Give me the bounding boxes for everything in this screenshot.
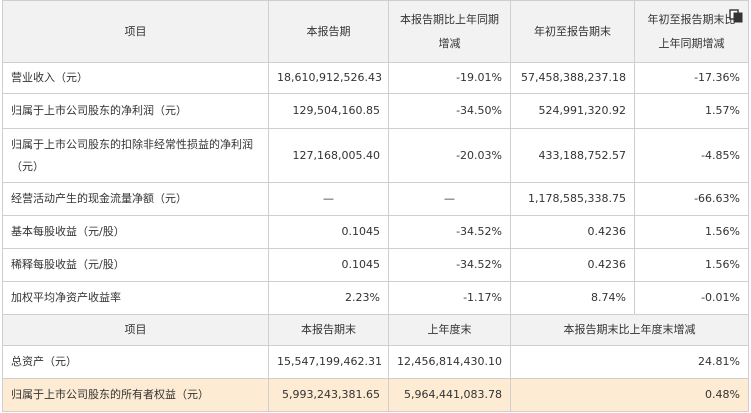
row-item: 稀释每股收益（元/股）	[2, 248, 269, 282]
row-item: 归属于上市公司股东的净利润（元）	[2, 93, 269, 129]
table-header-row-2: 项目 本报告期末 上年度末 本报告期末比上年度末增减	[2, 314, 749, 346]
row-change: -34.52%	[388, 215, 511, 249]
row-item: 基本每股收益（元/股）	[2, 215, 269, 249]
row2-period-end: 5,993,243,381.65	[268, 378, 389, 412]
row2-last-year-end: 5,964,441,083.78	[388, 378, 511, 412]
header-change-line2: 增减	[438, 36, 461, 50]
row2-last-year-end: 12,456,814,430.10	[388, 345, 511, 379]
header-ytd-change-line1: 年初至报告期末比	[647, 12, 736, 26]
row-period: 127,168,005.40	[268, 128, 389, 183]
row-change: -19.01%	[388, 62, 511, 94]
table-row: 经营活动产生的现金流量净额（元） — — 1,178,585,338.75 -6…	[2, 182, 749, 216]
header2-last-year-end: 上年度末	[388, 314, 511, 346]
header2-change: 本报告期末比上年度末增减	[510, 314, 749, 346]
header2-period-end: 本报告期末	[268, 314, 389, 346]
row-change: -34.50%	[388, 93, 511, 129]
row-ytd-change: -17.36%	[634, 62, 749, 94]
row2-period-end: 15,547,199,462.31	[268, 345, 389, 379]
row-period: 0.1045	[268, 248, 389, 282]
row-ytd-change: -4.85%	[634, 128, 749, 183]
row-ytd: 0.4236	[510, 215, 635, 249]
table-row: 归属于上市公司股东的净利润（元） 129,504,160.85 -34.50% …	[2, 93, 749, 129]
row-ytd: 57,458,388,237.18	[510, 62, 635, 94]
row-ytd-change: 1.56%	[634, 215, 749, 249]
row-ytd: 1,178,585,338.75	[510, 182, 635, 216]
row-change: -34.52%	[388, 248, 511, 282]
row-change: -1.17%	[388, 281, 511, 315]
table-row: 稀释每股收益（元/股） 0.1045 -34.52% 0.4236 1.56%	[2, 248, 749, 282]
header-change-line1: 本报告期比上年同期	[400, 12, 499, 26]
row-ytd-change: 1.56%	[634, 248, 749, 282]
row-item: 营业收入（元）	[2, 62, 269, 94]
row2-change: 0.48%	[510, 378, 749, 412]
row-item: 加权平均净资产收益率	[2, 281, 269, 315]
header-period: 本报告期	[268, 0, 389, 63]
row-period: 2.23%	[268, 281, 389, 315]
row-period: 18,610,912,526.43	[268, 62, 389, 94]
row-change: —	[388, 182, 511, 216]
table-row: 基本每股收益（元/股） 0.1045 -34.52% 0.4236 1.56%	[2, 215, 749, 249]
row2-item: 归属于上市公司股东的所有者权益（元）	[2, 378, 269, 412]
table-row: 营业收入（元） 18,610,912,526.43 -19.01% 57,458…	[2, 62, 749, 94]
copy-icon[interactable]	[729, 9, 743, 23]
row-ytd-change: 1.57%	[634, 93, 749, 129]
row-change: -20.03%	[388, 128, 511, 183]
header-item: 项目	[2, 0, 269, 63]
table-row: 归属于上市公司股东的扣除非经常性损益的净利润（元） 127,168,005.40…	[2, 128, 749, 183]
header-change: 本报告期比上年同期 增减	[388, 0, 511, 63]
row-item: 经营活动产生的现金流量净额（元）	[2, 182, 269, 216]
header-ytd: 年初至报告期末	[510, 0, 635, 63]
table-row: 加权平均净资产收益率 2.23% -1.17% 8.74% -0.01%	[2, 281, 749, 315]
row-period: 0.1045	[268, 215, 389, 249]
header2-item: 项目	[2, 314, 269, 346]
row-period: 129,504,160.85	[268, 93, 389, 129]
table-header-row: 项目 本报告期 本报告期比上年同期 增减 年初至报告期末 年初至报告期末比 上年…	[2, 0, 749, 63]
row-period: —	[268, 182, 389, 216]
header-ytd-change-line2: 上年同期增减	[658, 36, 725, 50]
row-item: 归属于上市公司股东的扣除非经常性损益的净利润（元）	[2, 128, 269, 183]
row-ytd: 0.4236	[510, 248, 635, 282]
row2-change: 24.81%	[510, 345, 749, 379]
row2-item: 总资产（元）	[2, 345, 269, 379]
row-ytd: 433,188,752.57	[510, 128, 635, 183]
table-row: 总资产（元） 15,547,199,462.31 12,456,814,430.…	[2, 345, 749, 379]
row-ytd-change: -0.01%	[634, 281, 749, 315]
row-ytd: 8.74%	[510, 281, 635, 315]
row-ytd-change: -66.63%	[634, 182, 749, 216]
table-row-highlighted: 归属于上市公司股东的所有者权益（元） 5,993,243,381.65 5,96…	[2, 378, 749, 412]
row-ytd: 524,991,320.92	[510, 93, 635, 129]
